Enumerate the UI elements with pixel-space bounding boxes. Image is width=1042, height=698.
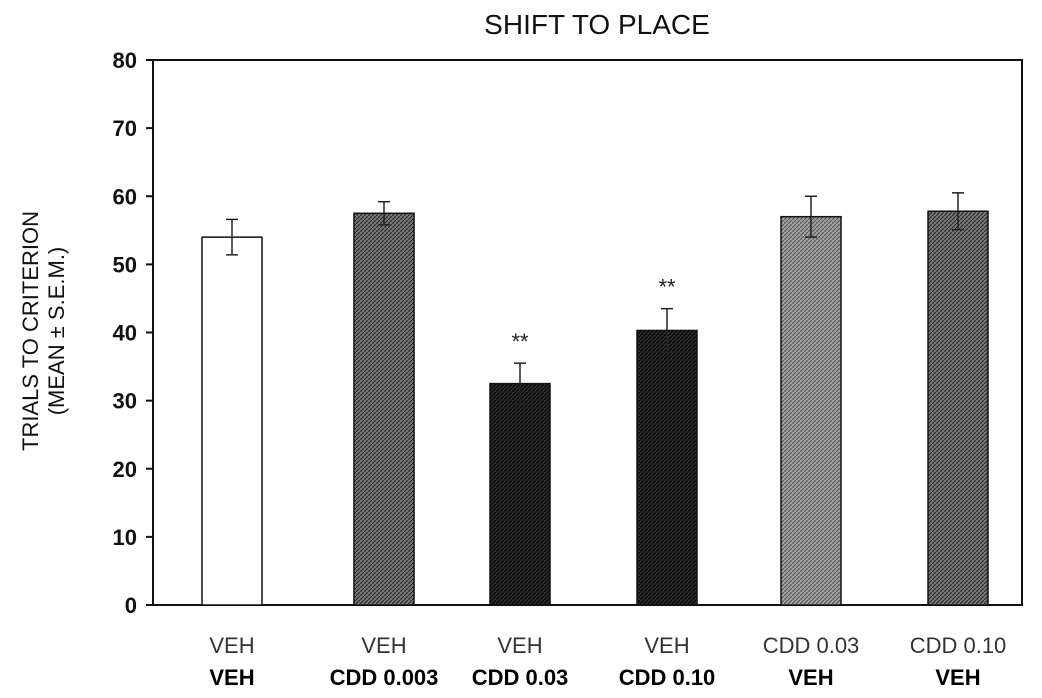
bar	[780, 215, 842, 606]
plot-frame	[152, 59, 1023, 606]
bar	[636, 329, 698, 606]
y-tick-label: 0	[125, 593, 137, 618]
x-category-label-line1: VEH	[644, 633, 689, 658]
y-tick-label: 80	[113, 48, 137, 73]
bar	[927, 210, 989, 606]
bar	[201, 236, 263, 606]
x-category-label-line2: CDD 0.003	[330, 665, 439, 690]
bars: ** **	[201, 192, 989, 606]
y-tick-label: 70	[113, 116, 137, 141]
y-axis-label-line1: TRIALS TO CRITERION	[18, 211, 43, 451]
error-bar	[805, 195, 817, 238]
y-tick-label: 30	[113, 389, 137, 414]
x-category-label-line1: VEH	[361, 633, 406, 658]
error-bar	[952, 192, 964, 231]
x-category-label-line1: CDD 0.10	[910, 633, 1007, 658]
chart-title: SHIFT TO PLACE	[484, 9, 710, 40]
y-tick-label: 60	[113, 184, 137, 209]
x-axis-labels: VEH VEH VEH CDD 0.003 VEH CDD 0.03 VEH CDD 0.10…	[209, 633, 1006, 690]
error-bar	[661, 307, 673, 354]
x-category-label-line1: VEH	[497, 633, 542, 658]
x-category-label-line2: VEH	[209, 665, 254, 690]
bar	[353, 212, 415, 606]
y-axis-label-line2: (MEAN ± S.E.M.)	[44, 247, 69, 416]
significance-marker: **	[511, 329, 529, 354]
error-bar	[226, 218, 238, 256]
error-bar	[378, 200, 390, 226]
y-axis-ticks: 0 10 20 30 40 50 60 70 80	[113, 48, 153, 618]
x-category-label-line1: CDD 0.03	[763, 633, 860, 658]
x-category-label-line2: CDD 0.03	[472, 665, 569, 690]
bar	[489, 382, 551, 606]
error-bar	[514, 362, 526, 405]
significance-marker: **	[658, 275, 676, 300]
x-category-label-line1: VEH	[209, 633, 254, 658]
x-category-label-line2: VEH	[788, 665, 833, 690]
y-tick-label: 40	[113, 321, 137, 346]
y-tick-label: 10	[113, 525, 137, 550]
y-tick-label: 50	[113, 252, 137, 277]
x-category-label-line2: VEH	[935, 665, 980, 690]
y-axis-label: TRIALS TO CRITERION (MEAN ± S.E.M.)	[18, 211, 69, 451]
y-tick-label: 20	[113, 457, 137, 482]
x-category-label-line2: CDD 0.10	[619, 665, 716, 690]
